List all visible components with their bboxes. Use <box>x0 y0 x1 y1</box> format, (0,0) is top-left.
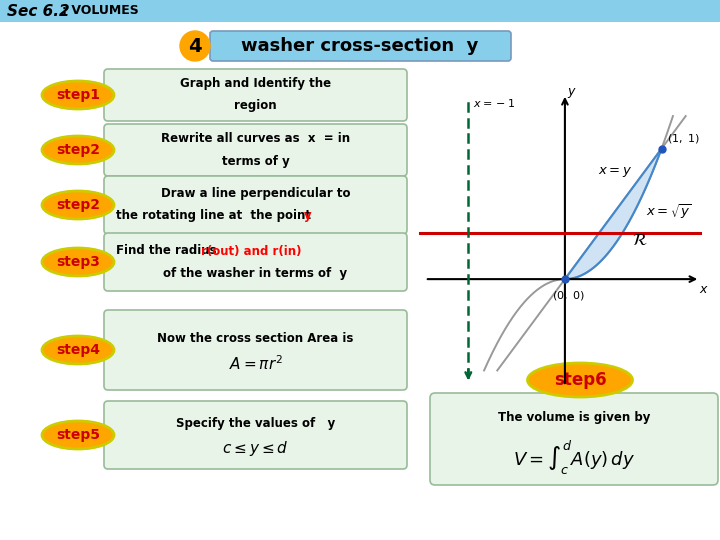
Ellipse shape <box>42 248 114 276</box>
Text: step5: step5 <box>56 428 100 442</box>
Text: step4: step4 <box>56 343 100 357</box>
Text: washer cross-section  y: washer cross-section y <box>241 37 479 55</box>
Text: step6: step6 <box>554 371 606 389</box>
Text: step3: step3 <box>56 255 100 269</box>
Text: $x = y$: $x = y$ <box>598 165 632 179</box>
Text: $c \leq y \leq d$: $c \leq y \leq d$ <box>222 440 289 458</box>
Text: r(out) and r(in): r(out) and r(in) <box>201 245 302 258</box>
Text: Draw a line perpendicular to: Draw a line perpendicular to <box>161 186 350 199</box>
FancyBboxPatch shape <box>430 393 718 485</box>
Text: : VOLUMES: : VOLUMES <box>62 4 139 17</box>
Text: step2: step2 <box>56 143 100 157</box>
FancyBboxPatch shape <box>0 0 720 22</box>
Text: step1: step1 <box>56 88 100 102</box>
Ellipse shape <box>42 136 114 164</box>
FancyBboxPatch shape <box>104 124 407 176</box>
Text: $A = \pi r^2$: $A = \pi r^2$ <box>228 355 282 373</box>
FancyBboxPatch shape <box>104 310 407 390</box>
Circle shape <box>180 31 210 61</box>
Text: Specify the values of   y: Specify the values of y <box>176 416 335 429</box>
Ellipse shape <box>528 363 632 397</box>
Text: $x = \sqrt{y}$: $x = \sqrt{y}$ <box>647 202 692 221</box>
FancyBboxPatch shape <box>104 69 407 121</box>
Text: of the washer in terms of  y: of the washer in terms of y <box>163 267 348 280</box>
FancyBboxPatch shape <box>104 176 407 234</box>
Text: The volume is given by: The volume is given by <box>498 411 650 424</box>
FancyBboxPatch shape <box>210 31 511 61</box>
Text: x: x <box>699 283 707 296</box>
Text: Sec 6.2: Sec 6.2 <box>7 3 70 18</box>
Polygon shape <box>565 148 662 279</box>
Text: 4: 4 <box>188 37 202 56</box>
Ellipse shape <box>42 191 114 219</box>
FancyBboxPatch shape <box>104 233 407 291</box>
Ellipse shape <box>42 81 114 109</box>
Text: $\mathcal{R}$: $\mathcal{R}$ <box>632 231 648 249</box>
Text: region: region <box>234 99 276 112</box>
Text: Rewrite all curves as  x  = in: Rewrite all curves as x = in <box>161 132 350 145</box>
Text: step2: step2 <box>56 198 100 212</box>
Text: the rotating line at  the point: the rotating line at the point <box>116 208 315 221</box>
Text: Find the radius: Find the radius <box>116 245 220 258</box>
Ellipse shape <box>42 336 114 364</box>
Text: y: y <box>304 208 312 221</box>
Text: terms of y: terms of y <box>222 154 289 167</box>
Text: $(1,\ 1)$: $(1,\ 1)$ <box>667 132 700 145</box>
Text: Graph and Identify the: Graph and Identify the <box>180 78 331 91</box>
Text: $x=-1$: $x=-1$ <box>473 97 516 109</box>
Text: $(0,\ 0)$: $(0,\ 0)$ <box>552 289 585 302</box>
FancyBboxPatch shape <box>104 401 407 469</box>
Text: Now the cross section Area is: Now the cross section Area is <box>157 332 354 345</box>
Text: y: y <box>567 85 575 98</box>
Text: $V = \int_c^d A(y)\,dy$: $V = \int_c^d A(y)\,dy$ <box>513 439 635 477</box>
Ellipse shape <box>42 421 114 449</box>
